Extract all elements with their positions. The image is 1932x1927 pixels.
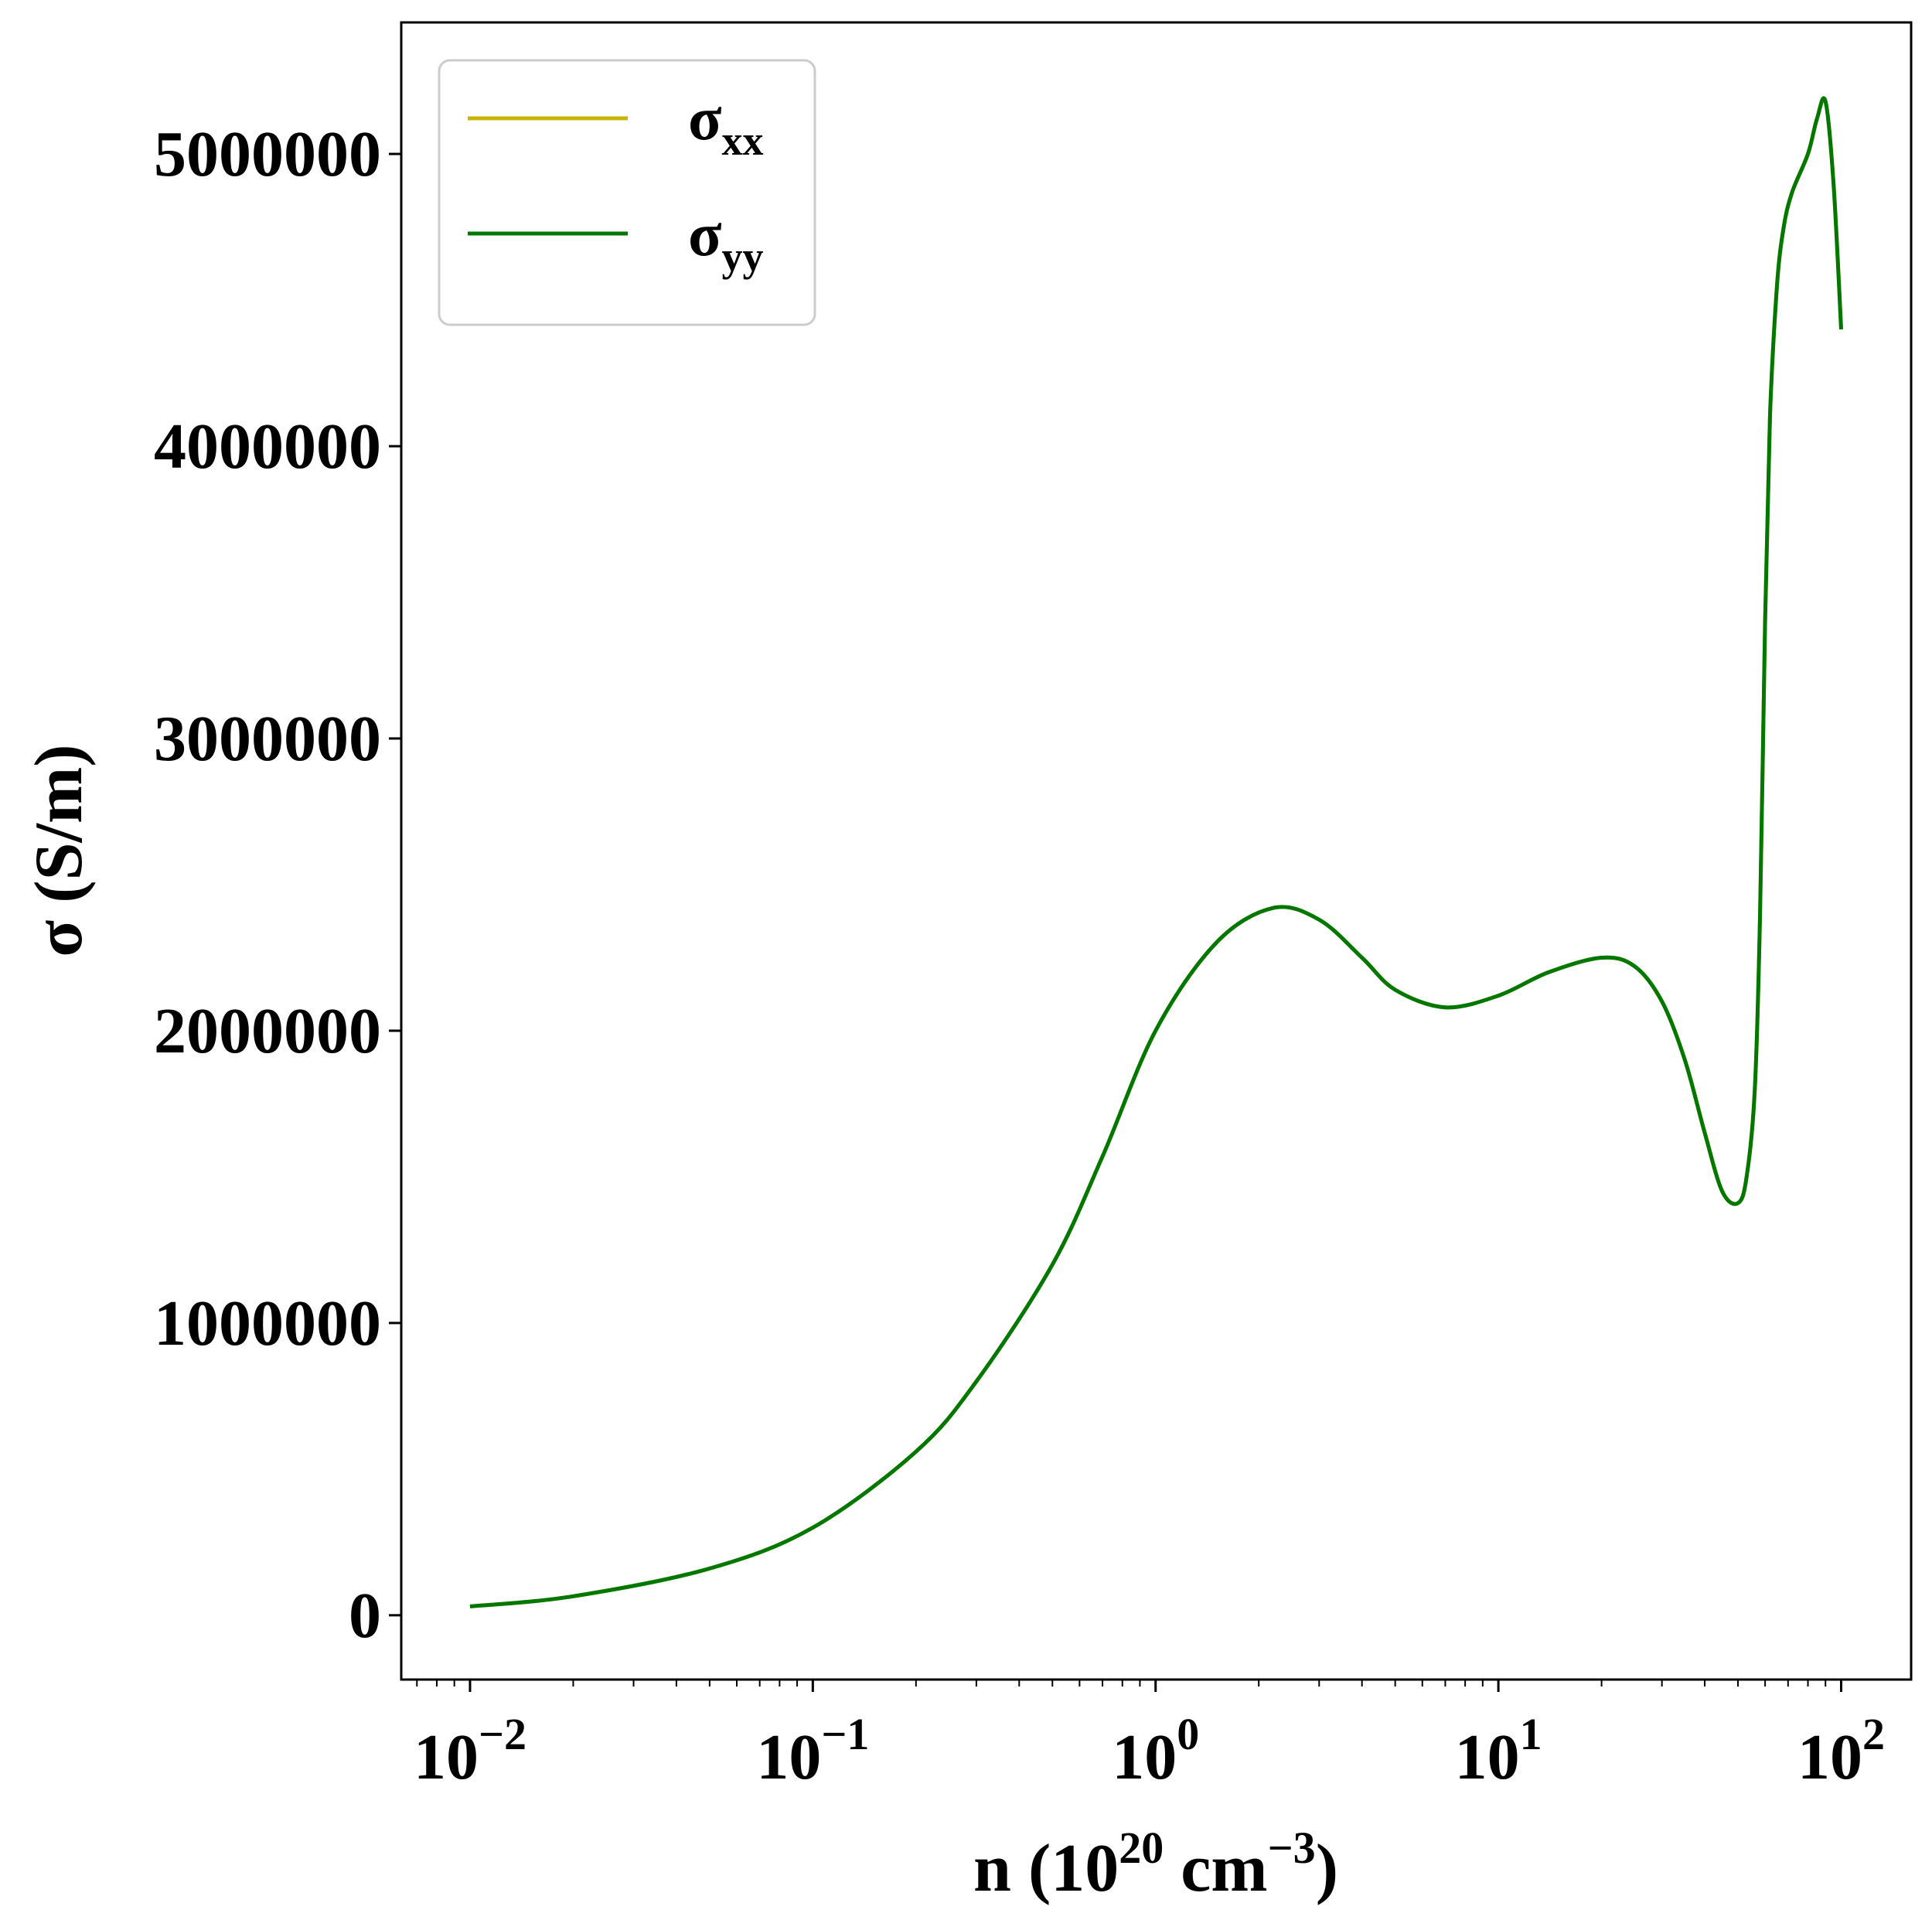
legend-box bbox=[438, 59, 816, 326]
x-tick-label-base: 10 bbox=[1455, 1721, 1520, 1793]
x-tick-label-exponent: 0 bbox=[1177, 1709, 1199, 1759]
x-tick-label: 10−2 bbox=[414, 1709, 526, 1793]
x-tick-label-exponent: 2 bbox=[1862, 1709, 1885, 1759]
x-axis-minor-ticks bbox=[416, 1680, 1827, 1687]
x-tick-label: 10−1 bbox=[756, 1709, 869, 1793]
x-tick-label-exponent: −1 bbox=[821, 1709, 869, 1759]
legend: σxx σyy bbox=[438, 59, 816, 326]
x-axis-title-middle: cm bbox=[1164, 1831, 1267, 1906]
x-tick-label: 100 bbox=[1112, 1709, 1199, 1793]
x-axis-title-prefix: n (10 bbox=[973, 1831, 1119, 1906]
x-tick-label-exponent: −2 bbox=[479, 1709, 526, 1759]
legend-label-sigma-yy: σyy bbox=[688, 201, 764, 280]
legend-label-sigma-xx-base: σ bbox=[688, 85, 722, 153]
legend-label-sigma-yy-sub: yy bbox=[722, 234, 764, 280]
x-axis-title-sup2: −3 bbox=[1268, 1823, 1316, 1873]
x-tick-label-base: 10 bbox=[756, 1721, 821, 1793]
y-axis: 0 1000000 2000000 3000000 4000000 5000000 bbox=[154, 118, 401, 1652]
x-axis-title-sup1: 20 bbox=[1119, 1823, 1164, 1873]
y-tick-label: 0 bbox=[349, 1580, 381, 1652]
x-tick-label-base: 10 bbox=[414, 1721, 479, 1793]
x-tick-label-base: 10 bbox=[1797, 1721, 1862, 1793]
y-tick-label: 2000000 bbox=[154, 995, 381, 1067]
y-tick-label: 3000000 bbox=[154, 703, 381, 775]
series-line-sigma-yy bbox=[469, 96, 1843, 1608]
x-axis-title-suffix: ) bbox=[1316, 1831, 1338, 1906]
legend-label-sigma-xx-sub: xx bbox=[722, 118, 764, 164]
x-tick-label: 102 bbox=[1797, 1709, 1885, 1793]
x-tick-label-exponent: 1 bbox=[1520, 1709, 1542, 1759]
y-axis-title: σ (S/m) bbox=[22, 744, 97, 957]
x-axis-title: n (1020 cm−3) bbox=[973, 1823, 1338, 1906]
y-tick-label: 5000000 bbox=[154, 118, 381, 190]
y-tick-label: 1000000 bbox=[154, 1288, 381, 1359]
legend-label-sigma-xx: σxx bbox=[688, 85, 764, 164]
x-tick-label-base: 10 bbox=[1112, 1721, 1177, 1793]
x-tick-label: 101 bbox=[1455, 1709, 1542, 1793]
x-axis: 10−2 10−1 100 101 102 bbox=[414, 1680, 1885, 1793]
legend-label-sigma-yy-base: σ bbox=[688, 201, 722, 269]
series-group bbox=[469, 96, 1843, 1608]
y-tick-label: 4000000 bbox=[154, 411, 381, 483]
